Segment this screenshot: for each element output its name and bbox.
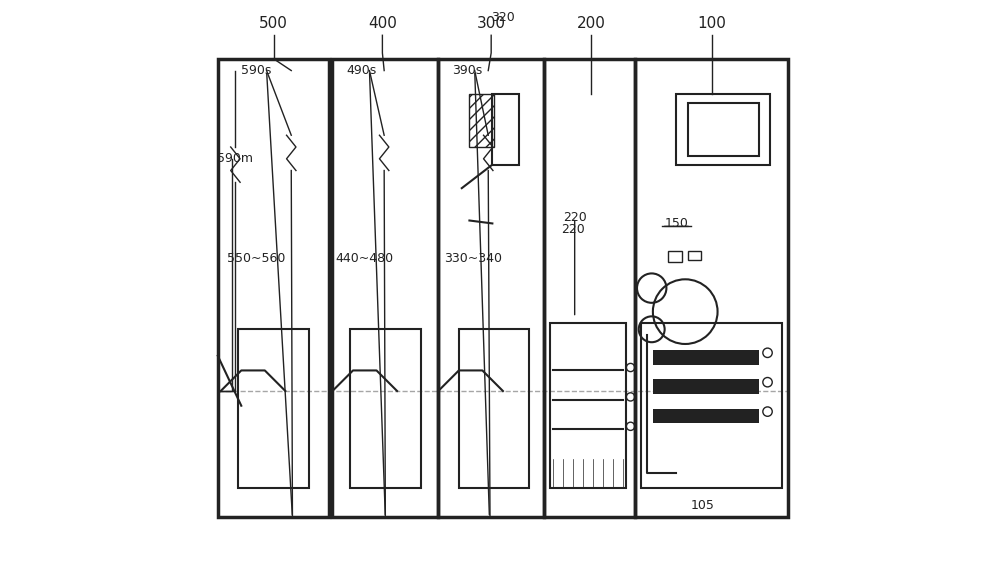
Text: 200: 200 <box>577 16 606 31</box>
Text: 150: 150 <box>664 217 688 230</box>
Text: 590s: 590s <box>241 64 271 77</box>
Text: 105: 105 <box>691 499 715 512</box>
Bar <box>641 323 782 488</box>
Text: 330~340: 330~340 <box>445 252 503 265</box>
Bar <box>492 94 519 165</box>
Bar <box>688 103 759 156</box>
Bar <box>688 251 701 260</box>
Text: 220: 220 <box>563 211 587 224</box>
Text: 220: 220 <box>562 223 585 236</box>
Bar <box>218 59 329 517</box>
Text: 390s: 390s <box>453 64 483 77</box>
Text: 590m: 590m <box>217 152 253 165</box>
Bar <box>238 329 309 488</box>
Text: 300: 300 <box>477 16 506 31</box>
Bar <box>332 59 438 517</box>
Text: 320: 320 <box>491 11 515 24</box>
Bar <box>635 59 788 517</box>
Bar <box>653 379 759 394</box>
Text: 440~480: 440~480 <box>336 252 394 265</box>
Text: 550~560: 550~560 <box>227 252 285 265</box>
Bar <box>459 329 529 488</box>
Bar <box>653 409 759 423</box>
Text: 490s: 490s <box>347 64 377 77</box>
Text: 400: 400 <box>368 16 397 31</box>
Bar <box>668 251 682 262</box>
Text: 100: 100 <box>697 16 726 31</box>
Bar <box>653 350 759 365</box>
Bar <box>676 94 770 165</box>
Bar <box>438 59 544 517</box>
Text: 500: 500 <box>259 16 288 31</box>
Bar <box>469 94 494 147</box>
Bar <box>544 59 635 517</box>
Bar <box>350 329 421 488</box>
Bar <box>550 323 626 488</box>
